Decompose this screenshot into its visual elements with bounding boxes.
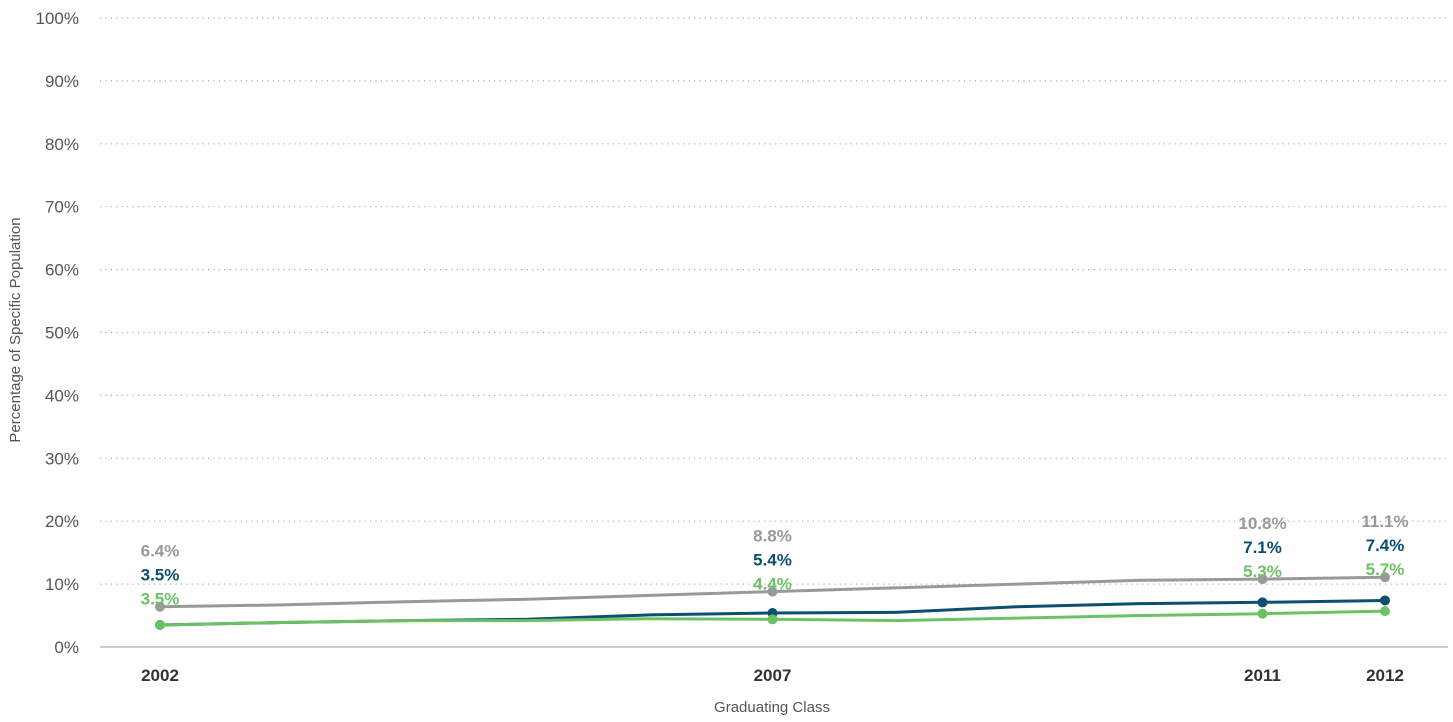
y-tick-label: 50% [45,324,79,343]
gridlines [100,17,1448,585]
series-lines [155,572,1390,630]
series-marker [1380,606,1390,617]
series-marker [767,614,778,625]
data-label: 5.3% [1243,562,1282,581]
data-label: 7.1% [1243,538,1282,557]
x-tick-label: 2002 [141,666,179,685]
series-marker [1257,608,1268,619]
y-tick-label: 90% [45,72,79,91]
data-labels: 6.4% 3.5% 3.5% 8.8% 5.4% 4.4% 10.8% 7.1% 5.3% 11.… [141,512,1409,609]
series-marker [1257,597,1268,608]
y-tick-label: 0% [54,638,79,657]
data-label: 8.8% [753,527,792,546]
y-tick-label: 10% [45,575,79,594]
y-tick-label: 20% [45,512,79,531]
series-marker [1380,595,1390,606]
y-axis-title: Percentage of Specific Population [7,217,24,442]
x-tick-label: 2012 [1366,666,1404,685]
data-label: 3.5% [141,566,180,585]
data-label: 5.7% [1366,560,1405,579]
series-marker [1380,572,1390,583]
data-label: 6.4% [141,542,180,561]
data-label: 3.5% [141,590,180,609]
x-axis-ticks: 2002 2007 2011 2012 [141,666,1404,685]
x-tick-label: 2011 [1244,666,1281,685]
series-marker [1257,574,1268,585]
y-tick-label: 60% [45,261,79,280]
y-tick-label: 40% [45,386,79,405]
data-label: 7.4% [1366,536,1405,555]
y-tick-label: 80% [45,135,79,154]
y-tick-label: 100% [36,9,79,28]
data-label: 11.1% [1361,512,1408,531]
series-marker [155,601,165,612]
data-label: 4.4% [753,575,792,594]
y-tick-label: 70% [45,198,79,217]
series-marker [155,619,165,630]
x-tick-label: 2007 [754,666,792,685]
x-axis-title: Graduating Class [714,699,830,716]
y-axis-ticks: 0% 10% 20% 30% 40% 50% 60% 70% 80% 90% 100% [36,9,79,657]
y-tick-label: 30% [45,449,79,468]
series-marker [767,586,778,597]
data-label: 5.4% [753,551,792,570]
data-label: 10.8% [1238,514,1286,533]
